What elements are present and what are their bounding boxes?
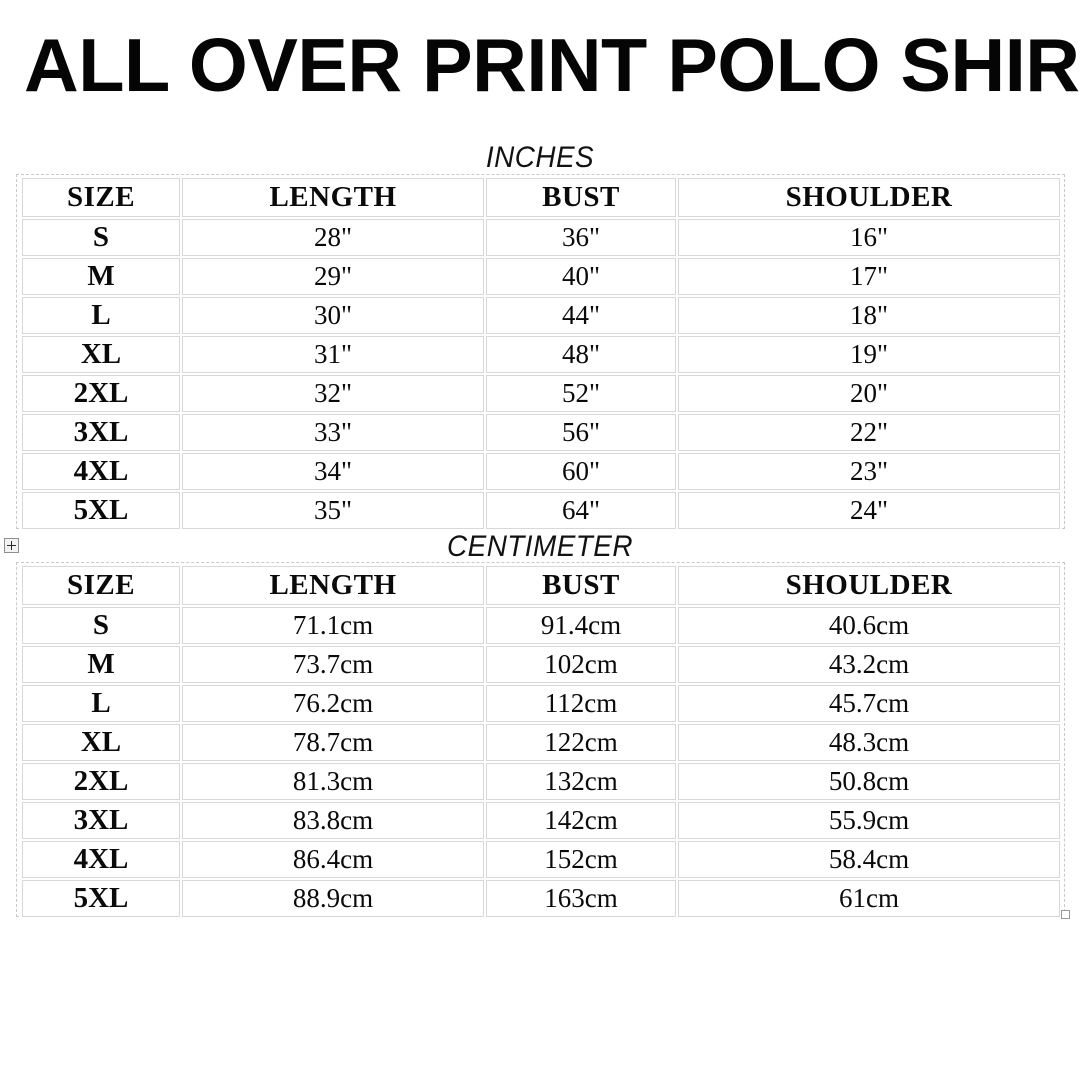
cell-length: 35" [182,492,484,529]
cell-bust: 122cm [486,724,676,761]
cell-shoulder: 58.4cm [678,841,1060,878]
column-header-size: SIZE [22,178,180,217]
cell-length: 73.7cm [182,646,484,683]
cell-bust: 40" [486,258,676,295]
cell-shoulder: 55.9cm [678,802,1060,839]
cell-size: 3XL [22,414,180,451]
table-row: 5XL 88.9cm 163cm 61cm [22,880,1060,917]
cell-length: 81.3cm [182,763,484,800]
cell-size: L [22,297,180,334]
size-table-inches: SIZE LENGTH BUST SHOULDER S 28" 36" 16" … [20,176,1062,531]
cell-shoulder: 50.8cm [678,763,1060,800]
cell-shoulder: 45.7cm [678,685,1060,722]
cell-length: 86.4cm [182,841,484,878]
cell-shoulder: 20" [678,375,1060,412]
cell-shoulder: 17" [678,258,1060,295]
cell-shoulder: 48.3cm [678,724,1060,761]
cell-size: 3XL [22,802,180,839]
cell-bust: 142cm [486,802,676,839]
cell-shoulder: 22" [678,414,1060,451]
table-row: 3XL 83.8cm 142cm 55.9cm [22,802,1060,839]
column-header-size: SIZE [22,566,180,605]
table-header-row: SIZE LENGTH BUST SHOULDER [22,178,1060,217]
cell-size: 5XL [22,492,180,529]
column-header-shoulder: SHOULDER [678,178,1060,217]
cell-bust: 91.4cm [486,607,676,644]
table-row: 3XL 33" 56" 22" [22,414,1060,451]
table-row: L 76.2cm 112cm 45.7cm [22,685,1060,722]
table-row: XL 31" 48" 19" [22,336,1060,373]
table-row: M 73.7cm 102cm 43.2cm [22,646,1060,683]
table-row: XL 78.7cm 122cm 48.3cm [22,724,1060,761]
cell-bust: 152cm [486,841,676,878]
cell-shoulder: 40.6cm [678,607,1060,644]
cell-length: 31" [182,336,484,373]
cell-shoulder: 61cm [678,880,1060,917]
cell-bust: 36" [486,219,676,256]
column-header-bust: BUST [486,178,676,217]
column-header-bust: BUST [486,566,676,605]
cell-size: XL [22,724,180,761]
cell-bust: 163cm [486,880,676,917]
column-header-length: LENGTH [182,566,484,605]
cell-size: S [22,607,180,644]
move-four-arrows-icon[interactable] [4,538,19,553]
cell-size: L [22,685,180,722]
cell-bust: 56" [486,414,676,451]
table-header-row: SIZE LENGTH BUST SHOULDER [22,566,1060,605]
resize-corner-icon[interactable] [1061,910,1070,919]
cell-bust: 102cm [486,646,676,683]
table-row: 5XL 35" 64" 24" [22,492,1060,529]
cell-bust: 64" [486,492,676,529]
cell-size: M [22,646,180,683]
cell-size: XL [22,336,180,373]
cell-length: 76.2cm [182,685,484,722]
cell-bust: 132cm [486,763,676,800]
cell-length: 30" [182,297,484,334]
table-row: L 30" 44" 18" [22,297,1060,334]
table-row: S 28" 36" 16" [22,219,1060,256]
column-header-shoulder: SHOULDER [678,566,1060,605]
cell-bust: 112cm [486,685,676,722]
cell-length: 78.7cm [182,724,484,761]
cell-size: 4XL [22,841,180,878]
cell-shoulder: 19" [678,336,1060,373]
cell-length: 29" [182,258,484,295]
cell-size: 4XL [22,453,180,490]
table-row: 2XL 81.3cm 132cm 50.8cm [22,763,1060,800]
table-row: 4XL 34" 60" 23" [22,453,1060,490]
cell-length: 88.9cm [182,880,484,917]
cell-length: 71.1cm [182,607,484,644]
cell-shoulder: 16" [678,219,1060,256]
cell-length: 83.8cm [182,802,484,839]
unit-caption-inches: INCHES [485,141,595,174]
table-row: 2XL 32" 52" 20" [22,375,1060,412]
cell-length: 32" [182,375,484,412]
cell-length: 34" [182,453,484,490]
cell-length: 33" [182,414,484,451]
table-row: 4XL 86.4cm 152cm 58.4cm [22,841,1060,878]
column-header-length: LENGTH [182,178,484,217]
cell-shoulder: 18" [678,297,1060,334]
cell-size: S [22,219,180,256]
cell-bust: 60" [486,453,676,490]
cell-shoulder: 24" [678,492,1060,529]
unit-caption-centimeter: CENTIMETER [447,530,633,563]
cell-shoulder: 43.2cm [678,646,1060,683]
table-row: M 29" 40" 17" [22,258,1060,295]
cell-bust: 48" [486,336,676,373]
cell-bust: 44" [486,297,676,334]
page-title: ALL OVER PRINT POLO SHIRTS [24,23,1080,107]
cell-shoulder: 23" [678,453,1060,490]
size-table-centimeter: SIZE LENGTH BUST SHOULDER S 71.1cm 91.4c… [20,564,1062,919]
cell-size: 5XL [22,880,180,917]
cell-bust: 52" [486,375,676,412]
cell-size: 2XL [22,763,180,800]
cell-size: 2XL [22,375,180,412]
cell-size: M [22,258,180,295]
table-row: S 71.1cm 91.4cm 40.6cm [22,607,1060,644]
cell-length: 28" [182,219,484,256]
